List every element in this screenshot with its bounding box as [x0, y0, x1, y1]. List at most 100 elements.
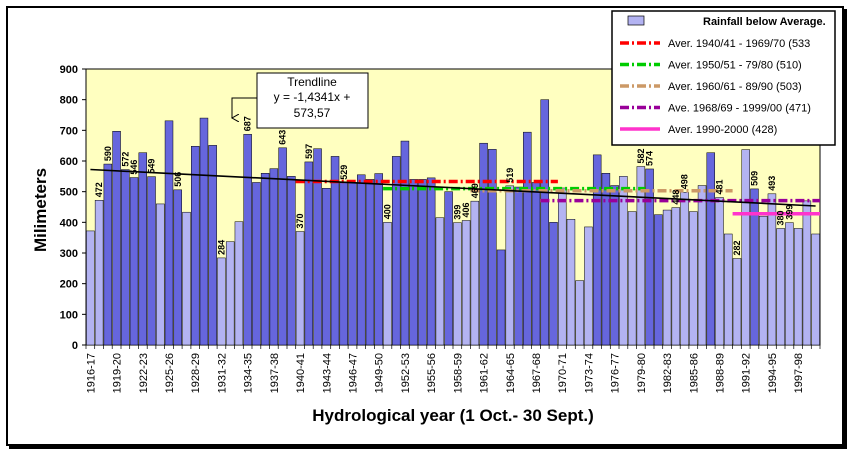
data-label-1990: 282	[732, 240, 742, 255]
bar-1986	[697, 185, 707, 346]
bar-1934	[243, 134, 252, 346]
y-tick-label: 100	[60, 309, 78, 321]
bar-1981	[654, 214, 663, 346]
legend-bar-entry: Rainfall below Average.	[703, 16, 826, 28]
bar-1948	[365, 179, 375, 346]
x-axis-label: Hydrological year (1 Oct.- 30 Sept.)	[312, 406, 594, 425]
data-label-1992: 509	[750, 171, 760, 186]
x-tick-label: 1928-29	[190, 353, 202, 393]
bar-1937	[269, 168, 279, 346]
bar-1990	[732, 258, 742, 346]
bar-1952	[400, 140, 410, 346]
x-tick-label: 1973-74	[583, 353, 595, 393]
y-tick-label: 0	[72, 340, 78, 352]
bar-1927	[182, 211, 191, 346]
bar-1922	[138, 152, 148, 346]
bar-1997	[793, 228, 803, 346]
data-label-1980: 574	[645, 151, 655, 166]
bar-1940	[295, 231, 305, 346]
bar-1918	[103, 163, 113, 346]
bar-1968	[540, 99, 549, 346]
x-tick-label: 1970-71	[557, 353, 569, 393]
bar-1926	[173, 189, 182, 346]
x-tick-label: 1967-68	[531, 353, 543, 393]
legend-entry-2: Aver. 1950/51 - 79/80 (510)	[668, 60, 802, 72]
bar-1943	[322, 188, 331, 346]
data-label-1941: 597	[304, 144, 314, 159]
bar-1936	[260, 173, 270, 346]
bar-1967	[531, 182, 541, 346]
bar-1965	[514, 186, 523, 346]
bar-1959	[461, 220, 471, 346]
y-tick-label: 400	[60, 217, 78, 229]
data-label-1931: 284	[216, 240, 226, 255]
bar-1969	[549, 222, 558, 346]
y-tick-label: 700	[60, 125, 78, 137]
bar-1988	[715, 197, 724, 346]
y-tick-label: 900	[60, 64, 78, 76]
data-label-1996: 399	[784, 205, 794, 220]
data-label-1920: 572	[120, 152, 130, 167]
x-tick-label: 1922-23	[138, 353, 150, 393]
x-tick-label: 1943-44	[321, 353, 333, 393]
data-label-1960: 469	[470, 183, 480, 198]
x-tick-label: 1916-17	[85, 353, 97, 393]
y-axis-label: Milimeters	[31, 168, 50, 252]
bar-1921	[129, 177, 139, 346]
x-tick-label: 1919-20	[112, 353, 124, 393]
y-tick-label: 200	[60, 279, 78, 291]
bar-1956	[435, 217, 445, 346]
bar-1999	[811, 233, 820, 346]
y-tick-label: 500	[60, 187, 78, 199]
x-tick-label: 1946-47	[348, 353, 360, 393]
bar-1985	[689, 211, 698, 346]
trendline-annotation: Trendline y = -1,4341x + 573,57	[232, 72, 369, 129]
bar-1995	[776, 228, 785, 346]
trendline-title: Trendline	[287, 75, 337, 89]
bar-1980	[645, 168, 654, 346]
bar-1935	[252, 182, 261, 346]
data-label-1958: 399	[452, 205, 462, 220]
bar-1947	[357, 174, 366, 346]
bar-1970	[558, 187, 567, 346]
trendline	[90, 168, 816, 207]
bar-1998	[802, 200, 812, 346]
data-label-1918: 590	[103, 146, 113, 161]
x-tick-label: 1949-50	[374, 353, 386, 393]
bar-1930	[208, 145, 217, 346]
trendline-equation: y = -1,4341x +	[274, 90, 351, 104]
bar-1917	[94, 200, 104, 346]
bar-1946	[348, 182, 357, 346]
bar-1949	[374, 173, 383, 346]
data-label-1938: 643	[278, 130, 288, 145]
bar-1989	[724, 233, 733, 346]
bar-1963	[496, 249, 506, 346]
trendline-pointer	[232, 97, 257, 118]
x-tick-label: 1934-35	[243, 353, 255, 393]
bar-1950	[383, 222, 392, 346]
bar-1966	[523, 131, 532, 346]
bar-1953	[409, 179, 418, 346]
bar-1984	[680, 192, 689, 346]
bar-1924	[156, 203, 165, 346]
bar-1928	[191, 146, 200, 346]
bar-1939	[287, 176, 296, 346]
bar-1992	[750, 188, 759, 346]
bar-1957	[444, 191, 453, 346]
bar-1973	[584, 226, 593, 346]
legend-entry-5: Aver. 1990-2000 (428)	[668, 124, 777, 136]
x-tick-label: 1979-80	[636, 353, 648, 393]
data-label-1979: 582	[636, 148, 646, 163]
data-label-1988: 481	[715, 179, 725, 194]
bar-1974	[592, 154, 602, 346]
bar-1951	[391, 156, 401, 346]
x-tick-label: 1997-98	[793, 353, 805, 393]
bar-1916	[86, 230, 95, 346]
trendline-intercept: 573,57	[294, 106, 331, 120]
bar-1932	[225, 241, 235, 346]
bar-1976	[610, 185, 619, 346]
bar-1983	[671, 207, 681, 346]
data-label-1923: 549	[147, 159, 157, 174]
bar-1920	[121, 169, 130, 346]
